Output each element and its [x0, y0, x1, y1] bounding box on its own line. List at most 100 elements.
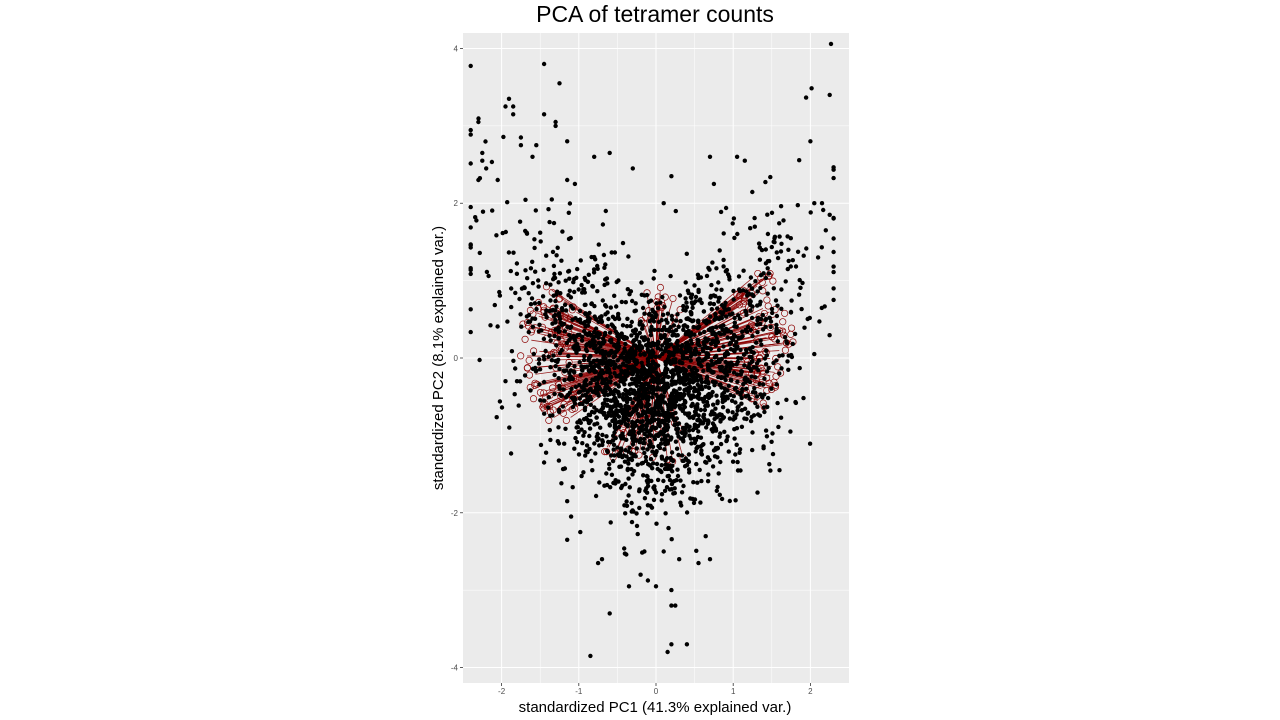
data-point — [609, 350, 614, 356]
data-point — [742, 406, 748, 411]
data-point — [673, 328, 679, 333]
data-point — [541, 112, 547, 117]
data-point — [755, 289, 760, 294]
data-point — [730, 311, 735, 316]
data-point — [537, 382, 542, 387]
data-point — [566, 353, 571, 359]
data-point — [681, 439, 686, 444]
data-point — [624, 391, 629, 397]
data-point — [702, 342, 707, 347]
data-point — [695, 341, 700, 347]
data-point — [765, 404, 770, 410]
data-point — [584, 364, 590, 369]
data-point — [562, 441, 567, 446]
data-point — [725, 329, 730, 334]
data-point — [661, 478, 666, 484]
loading-label-marker — [540, 303, 548, 311]
data-point — [659, 498, 664, 503]
data-point — [739, 389, 744, 395]
loading-label-marker — [603, 448, 611, 456]
data-point — [743, 308, 748, 314]
data-point — [649, 324, 654, 330]
data-point — [587, 394, 593, 399]
data-point — [621, 380, 626, 385]
data-point — [652, 361, 658, 367]
data-point — [600, 432, 605, 438]
data-point — [678, 500, 683, 505]
data-point — [621, 392, 626, 397]
data-point — [716, 280, 721, 285]
data-point — [828, 41, 834, 47]
data-point — [583, 453, 588, 458]
data-point — [591, 267, 597, 272]
data-point — [715, 446, 720, 451]
data-point — [747, 396, 752, 401]
data-point — [655, 398, 660, 403]
data-point — [778, 249, 784, 254]
data-point — [614, 409, 619, 415]
data-point — [618, 364, 623, 369]
data-point — [582, 275, 587, 281]
data-point — [627, 292, 632, 297]
data-point — [605, 323, 610, 329]
data-point — [779, 241, 784, 246]
data-point — [513, 366, 518, 371]
data-point — [784, 397, 789, 402]
data-point — [633, 328, 639, 333]
data-point — [711, 370, 716, 375]
data-point — [687, 470, 692, 475]
data-point — [721, 415, 727, 420]
data-point — [490, 208, 495, 213]
data-point — [602, 392, 607, 398]
data-point — [769, 210, 775, 215]
data-point — [721, 310, 726, 315]
data-point — [644, 490, 650, 495]
data-point — [619, 368, 624, 373]
data-point — [744, 312, 749, 317]
data-point — [812, 351, 817, 357]
data-point — [656, 405, 662, 410]
data-point — [708, 341, 714, 346]
data-point — [737, 316, 743, 321]
data-point — [748, 226, 753, 231]
data-point — [608, 362, 614, 368]
data-point — [480, 158, 485, 163]
data-point — [671, 491, 676, 496]
data-point — [588, 333, 594, 338]
data-point — [725, 335, 730, 340]
data-point — [650, 341, 655, 346]
data-point — [721, 231, 726, 236]
data-point — [568, 514, 574, 519]
data-point — [674, 345, 679, 350]
data-point — [763, 428, 769, 433]
data-point — [704, 351, 709, 356]
data-point — [777, 221, 782, 226]
data-point — [544, 281, 549, 286]
data-point — [664, 485, 670, 490]
data-point — [693, 449, 698, 454]
data-point — [548, 338, 553, 343]
data-point — [598, 358, 603, 363]
data-point — [770, 451, 776, 457]
data-point — [580, 393, 585, 398]
data-point — [700, 442, 705, 448]
data-point — [738, 356, 744, 361]
data-point — [761, 444, 766, 449]
data-point — [572, 401, 578, 406]
data-point — [662, 304, 667, 309]
loading-label-marker — [521, 335, 529, 343]
data-point — [613, 403, 618, 408]
data-point — [592, 368, 597, 373]
data-point — [609, 340, 614, 345]
data-point — [654, 521, 659, 526]
loading-label-marker — [656, 283, 664, 292]
data-point — [732, 427, 737, 432]
data-point — [731, 417, 736, 422]
data-point — [675, 473, 681, 479]
data-point — [552, 372, 557, 378]
data-point — [717, 248, 722, 253]
data-point — [831, 167, 836, 172]
data-point — [777, 353, 782, 358]
data-point — [608, 305, 613, 310]
